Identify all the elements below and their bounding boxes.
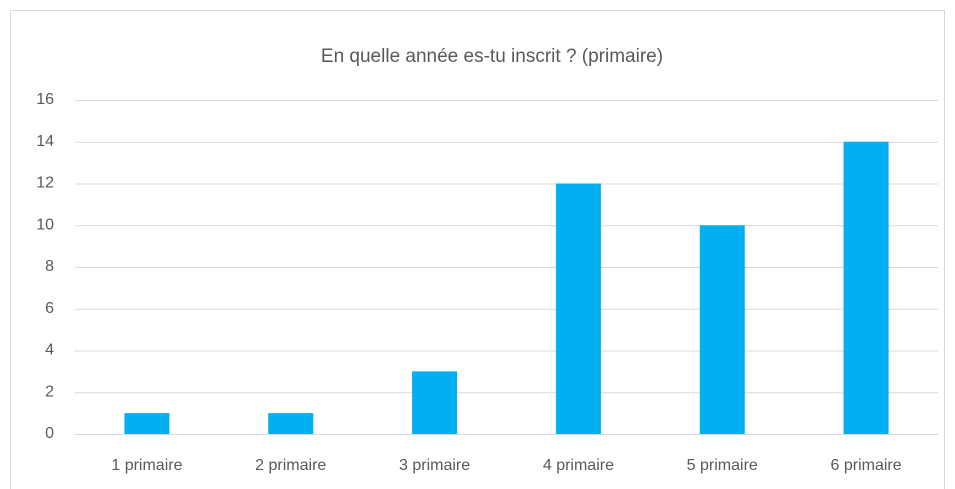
y-tick-label: 14 [36,133,54,150]
y-tick-label: 2 [45,383,54,400]
x-tick-label: 6 primaire [831,457,902,474]
x-tick-label: 3 primaire [399,457,470,474]
bar [124,413,170,434]
bar [412,371,458,434]
bar [843,141,889,434]
y-tick-label: 0 [45,425,54,442]
x-tick-label: 5 primaire [687,457,758,474]
bar [268,413,314,434]
chart-title: En quelle année es-tu inscrit ? (primair… [321,46,663,67]
x-tick-label: 2 primaire [255,457,326,474]
chart-border [10,10,945,489]
x-tick-label: 4 primaire [543,457,614,474]
y-tick-label: 4 [45,342,54,359]
y-tick-label: 6 [45,300,54,317]
y-tick-label: 8 [45,258,54,275]
bar [699,225,745,434]
y-tick-label: 12 [36,175,54,192]
x-tick-label: 1 primaire [111,457,182,474]
y-tick-label: 16 [36,91,54,108]
y-tick-label: 10 [36,216,54,233]
bar [555,183,601,434]
